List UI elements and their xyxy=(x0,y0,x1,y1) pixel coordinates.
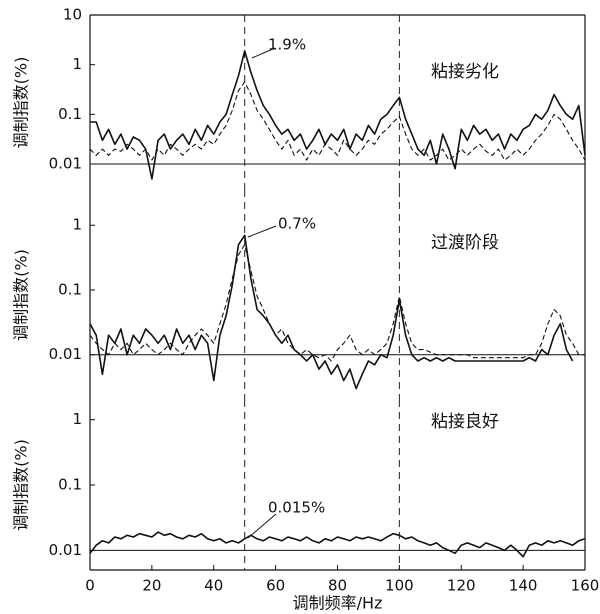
peak-annotation: 0.7% xyxy=(278,215,316,233)
annotation-leader xyxy=(251,47,276,59)
condition-label: 过渡阶段 xyxy=(431,233,499,253)
y-tick-label: 1 xyxy=(72,410,82,428)
data-line xyxy=(89,244,585,362)
x-tick-label: 100 xyxy=(385,577,414,595)
x-tick-label: 0 xyxy=(85,577,95,595)
condition-label: 粘接良好 xyxy=(431,412,499,432)
y-axis-label: 调制指数(%) xyxy=(12,57,31,149)
data-line xyxy=(89,81,586,161)
x-tick-label: 60 xyxy=(266,577,285,595)
condition-label: 粘接劣化 xyxy=(431,62,499,82)
y-tick-label: 0.01 xyxy=(49,541,82,559)
y-tick-label: 0.1 xyxy=(58,105,82,123)
x-tick-label: 140 xyxy=(509,577,538,595)
annotation-leader xyxy=(247,225,277,238)
x-tick-label: 40 xyxy=(204,577,223,595)
peak-annotation: 1.9% xyxy=(268,36,306,54)
data-line xyxy=(90,50,586,180)
y-tick-label: 0.1 xyxy=(58,280,82,298)
x-axis-label: 调制频率/Hz xyxy=(293,594,383,611)
x-tick-label: 80 xyxy=(328,577,347,595)
y-tick-label: 1 xyxy=(72,216,82,234)
peak-annotation: 0.015% xyxy=(268,499,325,517)
data-line xyxy=(89,531,586,558)
y-tick-label: 0.1 xyxy=(58,476,82,494)
x-tick-label: 120 xyxy=(447,577,476,595)
y-tick-label: 0.01 xyxy=(49,155,82,173)
annotation-leader xyxy=(247,513,277,539)
x-tick-label: 20 xyxy=(142,577,161,595)
y-axis-label: 调制指数(%) xyxy=(12,249,31,341)
x-tick-label: 160 xyxy=(571,577,600,595)
y-tick-label: 10 xyxy=(63,6,82,24)
y-axis-label: 调制指数(%) xyxy=(12,439,31,531)
y-tick-label: 0.01 xyxy=(49,345,82,363)
data-line xyxy=(89,234,574,390)
y-tick-label: 1 xyxy=(72,55,82,73)
